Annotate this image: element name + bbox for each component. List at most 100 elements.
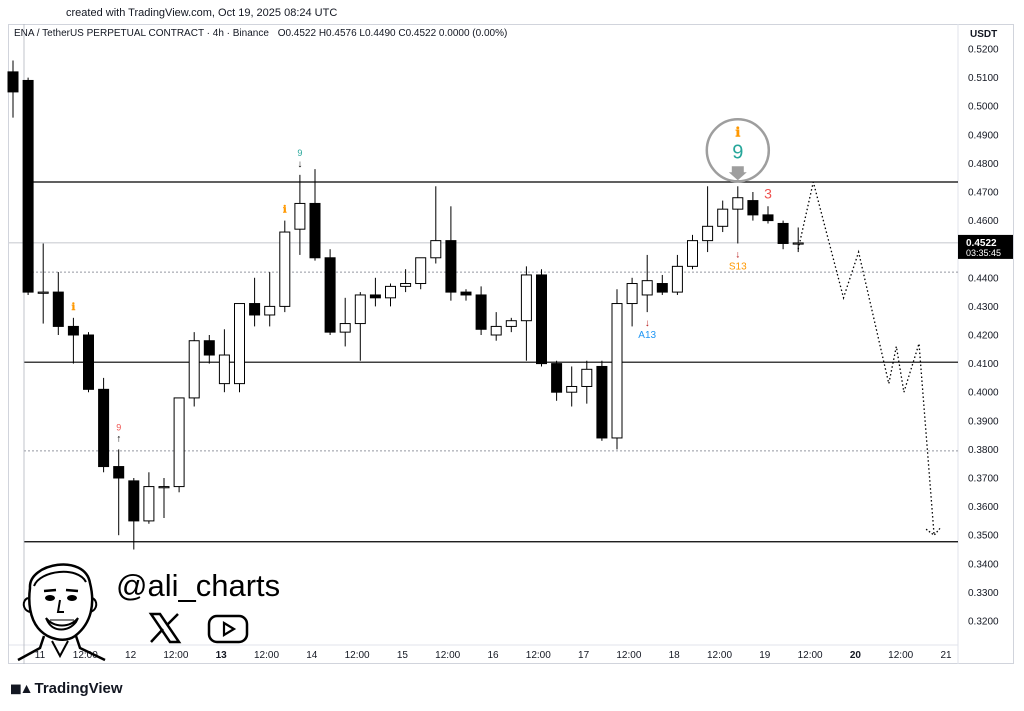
- candle-body: [747, 200, 759, 216]
- y-tick-label: 0.3800: [968, 445, 999, 456]
- candle-body: [536, 274, 547, 365]
- candle-body: [98, 388, 110, 468]
- chart-frame: [8, 24, 1014, 664]
- signal-arrow-icon: ↓: [735, 249, 740, 260]
- candle-body: [158, 486, 170, 489]
- highlight-label: 9: [732, 141, 743, 163]
- y-tick-label: 0.4600: [968, 216, 999, 227]
- x-tick-label: 17: [578, 650, 590, 661]
- candle-body: [188, 340, 200, 399]
- created-line: created with TradingView.com, Oct 19, 20…: [66, 7, 338, 19]
- candle-body: [52, 291, 64, 327]
- signal-arrow-icon: ↓: [297, 159, 302, 170]
- signal-label: 9: [116, 422, 121, 432]
- author-handle: @ali_charts: [116, 568, 281, 603]
- x-tick-label: 12:00: [616, 650, 641, 661]
- candle-body: [445, 240, 457, 293]
- y-tick-label: 0.4300: [968, 302, 999, 313]
- candle-body: [279, 231, 291, 307]
- y-tick-label: 0.3500: [968, 531, 999, 542]
- signal-arrow-icon: ℹ: [283, 205, 287, 216]
- y-tick-label: 0.4200: [968, 331, 999, 342]
- candle-body: [777, 222, 789, 244]
- candle-body: [551, 363, 563, 393]
- signal-label: A13: [638, 330, 656, 341]
- candle-body: [173, 397, 185, 488]
- signal-label: 3: [764, 185, 772, 201]
- candle-body: [113, 466, 125, 479]
- x-tick-label: 16: [487, 650, 499, 661]
- x-tick-label: 13: [216, 650, 228, 661]
- candle-body: [702, 225, 714, 242]
- candle-body: [249, 303, 261, 316]
- candle-body: [22, 79, 34, 293]
- symbol-header: ENA / TetherUS PERPETUAL CONTRACT · 4h ·…: [14, 28, 507, 39]
- candle-body: [143, 486, 155, 522]
- x-tick-label: 14: [306, 650, 318, 661]
- projection-path: [797, 181, 935, 536]
- y-tick-label: 0.3700: [968, 474, 999, 485]
- x-tick-label: 12:00: [798, 650, 823, 661]
- y-tick-label: 0.5100: [968, 73, 999, 84]
- tradingview-logo-icon: ◼▲: [10, 680, 34, 696]
- candle-body: [67, 325, 79, 336]
- highlight-circle: [705, 118, 771, 183]
- candle-body: [415, 257, 427, 285]
- x-tick-label: 18: [669, 650, 681, 661]
- y-tick-label: 0.3600: [968, 502, 999, 513]
- tradingview-wordmark: TradingView: [34, 680, 123, 697]
- tradingview-brand[interactable]: ◼▲ TradingView: [10, 680, 123, 697]
- candle-body: [369, 294, 381, 299]
- candle-body: [596, 365, 608, 439]
- youtube-icon: [207, 614, 249, 644]
- y-tick-label: 0.4400: [968, 273, 999, 284]
- signal-label: S13: [729, 261, 747, 272]
- candle-body: [505, 320, 517, 327]
- y-tick-label: 0.5000: [968, 102, 999, 113]
- candle-body: [641, 280, 653, 296]
- x-tick-label: 12:00: [707, 650, 732, 661]
- candle-body: [294, 202, 306, 230]
- candle-body: [7, 71, 19, 93]
- x-tick-label: 21: [940, 650, 952, 661]
- candle-body: [128, 480, 140, 522]
- candle-body: [37, 291, 49, 294]
- x-tick-label: 15: [397, 650, 409, 661]
- down-arrow-icon: [728, 166, 747, 181]
- currency-label[interactable]: USDT: [970, 29, 998, 40]
- candle-body: [581, 368, 593, 387]
- signal-arrow-icon: ℹ: [71, 302, 75, 313]
- y-tick-label: 0.5200: [968, 45, 999, 56]
- candle-body: [626, 283, 638, 305]
- candle-body: [762, 214, 774, 222]
- candle-body: [520, 274, 532, 322]
- candle-body: [218, 354, 230, 385]
- x-tick-label: 12:00: [435, 650, 460, 661]
- candle-body: [656, 283, 668, 293]
- ohlc-readout: O0.4522 H0.4576 L0.4490 C0.4522 0.0000 (…: [277, 28, 508, 39]
- x-tick-label: 11: [35, 650, 46, 661]
- last-price-tag: [958, 234, 1013, 259]
- candle-body: [203, 340, 215, 356]
- candle-body: [354, 294, 366, 325]
- y-tick-label: 0.4100: [968, 359, 999, 370]
- x-tick-label: 20: [850, 650, 862, 661]
- x-tick-label: 12:00: [526, 650, 551, 661]
- candle-body: [792, 242, 804, 245]
- y-tick-label: 0.4700: [968, 188, 999, 199]
- candle-body: [385, 285, 396, 299]
- x-tick-label: 12:00: [163, 650, 188, 661]
- signal-arrow-icon: ↓: [645, 318, 650, 329]
- candle-body: [687, 240, 698, 267]
- candle-body: [717, 208, 729, 227]
- candle-body: [475, 294, 487, 330]
- y-tick-label: 0.3400: [968, 559, 999, 570]
- candle-body: [83, 334, 94, 390]
- symbol-label[interactable]: ENA / TetherUS PERPETUAL CONTRACT · 4h ·…: [14, 28, 269, 39]
- x-tick-label: 19: [759, 650, 771, 661]
- candle-body: [430, 240, 442, 259]
- y-tick-label: 0.4900: [968, 130, 999, 141]
- candle-body: [234, 303, 245, 385]
- candle-body: [671, 265, 683, 293]
